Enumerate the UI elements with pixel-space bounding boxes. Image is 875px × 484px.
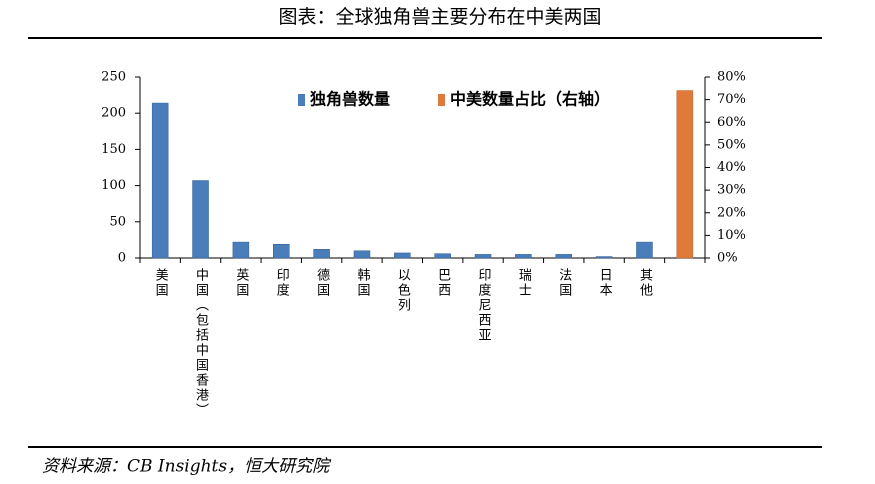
- y-tick-label: 50: [109, 214, 126, 229]
- legend-swatch: [438, 94, 445, 106]
- y-tick-label: 100: [101, 178, 126, 193]
- bar: [232, 241, 250, 259]
- y-tick-label: 150: [101, 142, 126, 157]
- y-tick-label: 0: [118, 251, 126, 266]
- x-tick-label: 印度: [274, 268, 290, 298]
- y2-tick-label: 20%: [717, 205, 746, 220]
- source: 资料来源：CB Insights，恒大研究院: [42, 457, 332, 477]
- y2-tick-label: 30%: [717, 183, 746, 198]
- y2-tick-label: 60%: [717, 115, 746, 130]
- bar: [353, 250, 371, 259]
- bar: [192, 180, 209, 259]
- bar: [515, 254, 532, 259]
- y2-tick-label: 70%: [717, 92, 746, 107]
- y-tick-label: 200: [101, 106, 126, 121]
- y2-tick-label: 0%: [717, 251, 738, 266]
- y-tick-label: 250: [101, 70, 126, 85]
- x-tick-label: 英国: [233, 268, 249, 298]
- x-tick-label: 以色列: [395, 268, 411, 313]
- legend-swatch: [298, 94, 305, 106]
- x-tick-label: 巴西: [435, 268, 451, 298]
- legend-label: 独角兽数量: [310, 90, 390, 109]
- y2-tick-label: 50%: [717, 137, 746, 152]
- x-tick-label: 日本: [597, 268, 613, 298]
- bar: [636, 241, 653, 259]
- bar: [676, 90, 694, 259]
- y2-tick-label: 80%: [717, 70, 746, 85]
- y2-tick-label: 10%: [717, 228, 746, 243]
- bar: [434, 253, 451, 259]
- bar: [595, 256, 613, 259]
- y2-tick-label: 40%: [717, 160, 746, 175]
- bar: [394, 252, 411, 259]
- x-tick-label: 瑞士: [516, 268, 532, 298]
- bar: [474, 254, 492, 259]
- chart-title: 图表：全球独角兽主要分布在中美两国: [278, 6, 601, 28]
- bar: [151, 102, 169, 259]
- bar: [313, 249, 330, 259]
- x-tick-label: 美国: [153, 268, 169, 298]
- x-tick-label: 德国: [314, 268, 330, 298]
- bar: [273, 243, 290, 259]
- legend-label: 中美数量占比（右轴）: [450, 90, 610, 109]
- bar: [555, 254, 572, 259]
- x-tick-label: 其他: [637, 268, 653, 298]
- x-tick-label: 韩国: [354, 268, 370, 298]
- x-tick-label: 印度尼西亚: [476, 268, 492, 343]
- x-tick-label: 法国: [556, 268, 572, 298]
- x-tick-label: 中国（包括中国香港）: [193, 268, 209, 418]
